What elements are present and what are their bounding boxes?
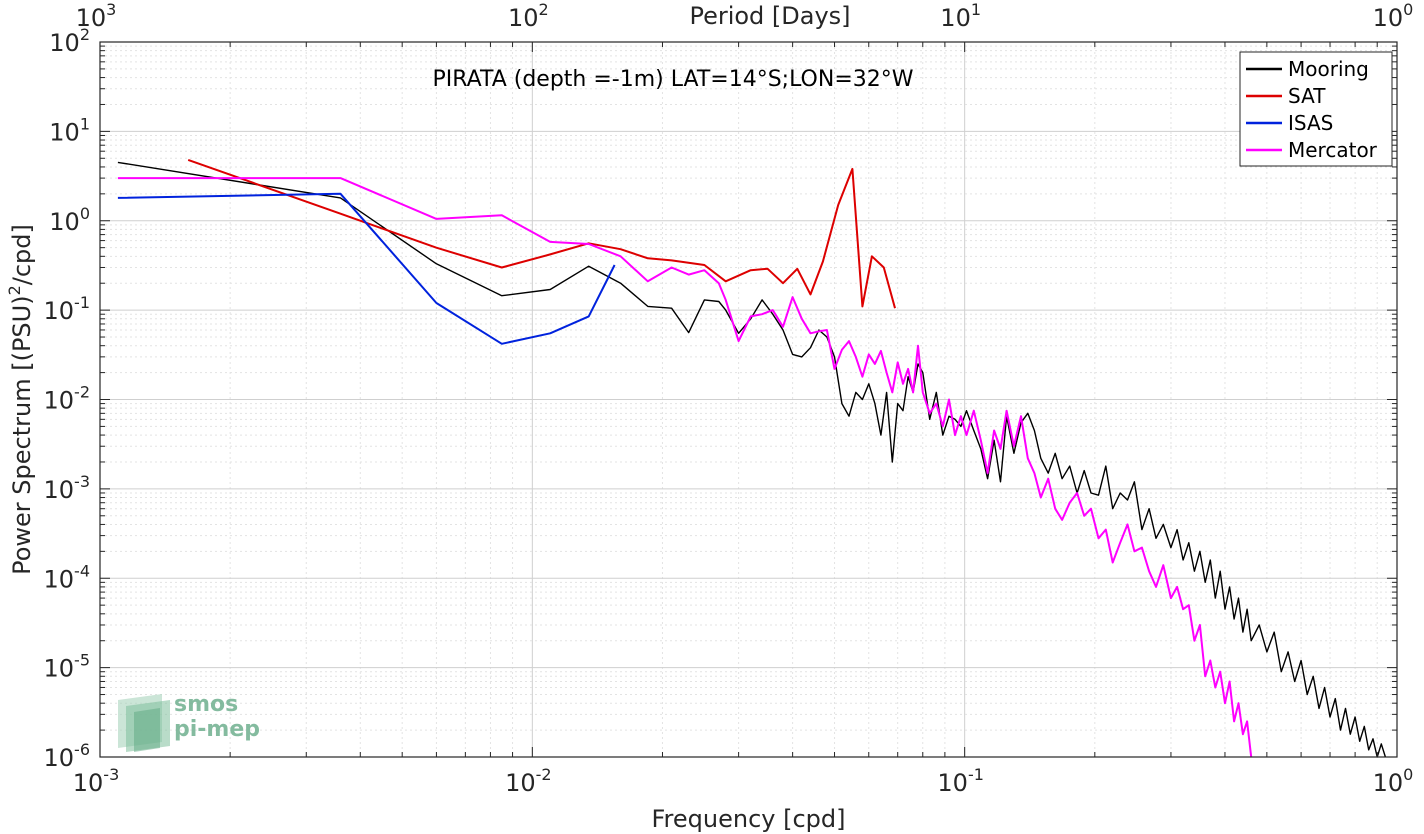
y-tick-label-exponent: 2 — [80, 25, 90, 44]
y-axis-label-pre: Power Spectrum [(PSU) — [8, 295, 36, 574]
y-tick-label: 100 — [49, 204, 90, 236]
series-line-mooring — [117, 161, 1387, 758]
x-tick-label: 10-3 — [73, 765, 120, 797]
y-axis-label: Power Spectrum [(PSU)2/cpd] — [5, 224, 36, 575]
x-tick-label-base: 10 — [73, 769, 104, 797]
y-tick-label: 102 — [49, 25, 90, 57]
ticks: 10-3 10-2 10-1 10010-610-510-410-310-210-11… — [44, 0, 1414, 797]
x-tick-label: 10-2 — [505, 765, 552, 797]
top-tick-label: 103 — [76, 0, 117, 32]
top-axis-label: Period [Days] — [689, 2, 850, 30]
y-axis-label-sup: 2 — [5, 285, 24, 295]
series-line-isas — [117, 192, 616, 345]
y-tick-label-exponent: -6 — [74, 740, 90, 759]
y-tick-label-base: 10 — [49, 29, 80, 57]
legend: Mooring SAT ISAS Mercator — [1239, 51, 1393, 167]
top-tick-label-base: 10 — [940, 4, 971, 32]
logo-line-2: pi-mep — [174, 717, 260, 742]
logo-waves-icon — [118, 694, 170, 752]
chart-title: PIRATA (depth =-1m) LAT=14°S;LON=32°W — [432, 67, 913, 92]
y-tick-label: 10-6 — [44, 740, 91, 772]
y-tick-label-exponent: -5 — [74, 651, 90, 670]
y-tick-label-exponent: -2 — [74, 383, 90, 402]
y-tick-label-base: 10 — [44, 744, 75, 772]
legend-box — [1239, 51, 1393, 167]
x-axis-label: Frequency [cpd] — [651, 805, 845, 833]
x-tick-label-base: 10 — [1373, 769, 1404, 797]
series-line-sat — [187, 158, 896, 309]
top-tick-label-exponent: 2 — [539, 0, 549, 19]
top-tick-label-exponent: 1 — [971, 0, 981, 19]
legend-label-isas: ISAS — [1288, 111, 1333, 135]
y-tick-label-base: 10 — [49, 208, 80, 236]
y-tick-label-base: 10 — [44, 565, 75, 593]
y-tick-label: 10-3 — [44, 472, 91, 504]
axis-labels: Frequency [cpd] Period [Days] Power Spec… — [5, 2, 914, 833]
series-line-mercator — [117, 177, 1253, 758]
y-tick-label-exponent: -1 — [74, 293, 90, 312]
grid — [99, 41, 1398, 758]
y-tick-label-base: 10 — [44, 655, 75, 683]
logo-line-1: smos — [174, 692, 238, 717]
legend-label-mooring: Mooring — [1288, 57, 1369, 81]
x-tick-label-exponent: -1 — [968, 765, 984, 784]
y-tick-label-exponent: 0 — [80, 204, 90, 223]
y-tick-label: 101 — [49, 114, 90, 146]
top-tick-label-base: 10 — [76, 4, 107, 32]
x-tick-label-exponent: -3 — [103, 765, 119, 784]
top-tick-label-base: 10 — [1373, 4, 1404, 32]
y-tick-label-exponent: 1 — [80, 114, 90, 133]
top-tick-label-exponent: 0 — [1403, 0, 1413, 19]
x-tick-label-exponent: 0 — [1403, 765, 1413, 784]
series-lines — [117, 158, 1387, 758]
y-axis-label-post: /cpd] — [8, 224, 36, 285]
legend-label-sat: SAT — [1288, 84, 1326, 108]
y-tick-label-exponent: -4 — [74, 561, 90, 580]
y-tick-label-base: 10 — [49, 118, 80, 146]
smos-pi-mep-logo: smos pi-mep — [118, 692, 260, 752]
y-tick-label-base: 10 — [44, 297, 75, 325]
top-tick-label: 102 — [508, 0, 549, 32]
x-tick-label-base: 10 — [505, 769, 536, 797]
x-tick-label-exponent: -2 — [536, 765, 552, 784]
x-tick-label: 10-1 — [937, 765, 984, 797]
top-tick-label-exponent: 3 — [106, 0, 116, 19]
y-tick-label: 10-2 — [44, 383, 91, 415]
legend-label-mercator: Mercator — [1288, 138, 1378, 162]
top-tick-label-base: 10 — [508, 4, 539, 32]
top-tick-label: 100 — [1373, 0, 1414, 32]
y-tick-label: 10-4 — [44, 561, 91, 593]
x-tick-label: 100 — [1373, 765, 1414, 797]
y-tick-label-base: 10 — [44, 387, 75, 415]
y-tick-label-exponent: -3 — [74, 472, 90, 491]
y-tick-label: 10-1 — [44, 293, 91, 325]
top-tick-label: 101 — [940, 0, 981, 32]
y-tick-label-base: 10 — [44, 476, 75, 504]
x-tick-label-base: 10 — [937, 769, 968, 797]
y-tick-label: 10-5 — [44, 651, 91, 683]
